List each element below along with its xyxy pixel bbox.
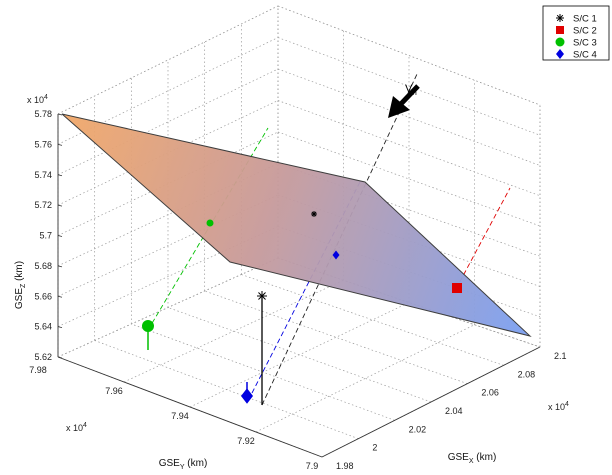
tick-label-y: 7.94 xyxy=(171,411,189,421)
tick-label-x: 2.08 xyxy=(518,369,536,379)
tick-label-z: 5.76 xyxy=(34,139,52,149)
grid-line-z xyxy=(57,131,279,236)
tick-label-z: 5.64 xyxy=(34,322,52,332)
axis-label-y: GSEY (km) xyxy=(159,458,208,471)
tick-label-z: 5.78 xyxy=(34,109,52,119)
axis-label-z: GSEZ (km) xyxy=(14,261,27,309)
marker-sc3-projected xyxy=(206,219,214,227)
legend-marker-diamond xyxy=(556,49,564,59)
grid-line-x-floor xyxy=(204,290,468,384)
grid-line-y-floor xyxy=(189,302,410,408)
grid-line-z xyxy=(277,37,541,136)
velocity-annotation: Vn xyxy=(388,83,420,118)
tick-label-z: 5.74 xyxy=(34,170,52,180)
axis-label-x: GSEX (km) xyxy=(448,452,497,465)
legend-box xyxy=(542,5,610,61)
tick-label-y: 7.9 xyxy=(306,461,319,471)
tick-label-y: 7.98 xyxy=(29,365,47,375)
grid-line-y-floor xyxy=(255,324,475,433)
marker-sc1 xyxy=(257,291,267,301)
tick-label-z: 5.72 xyxy=(34,200,52,210)
tick-label-x: 2.06 xyxy=(481,388,499,398)
axis-tick-labels: 5.62 5.64 5.66 5.68 5.7 5.72 5.74 5.76 5.78 7.98 7… xyxy=(14,94,569,471)
multiplier-z: x 104 xyxy=(27,94,48,105)
multiplier-x: x 104 xyxy=(548,401,569,412)
tick-label-x: 2.04 xyxy=(445,406,463,416)
tick-mark-z xyxy=(57,265,63,268)
tick-label-x: 2 xyxy=(372,443,377,453)
legend: S/C 1S/C 2S/C 3S/C 4 xyxy=(542,5,610,61)
tick-mark-z xyxy=(57,174,63,177)
box-edge xyxy=(57,5,279,115)
tick-label-x: 2.02 xyxy=(409,424,427,434)
tick-label-x: 2.1 xyxy=(554,351,567,361)
projection-line-sc2 xyxy=(455,187,511,290)
marker-sc1-projected xyxy=(311,211,317,217)
tick-label-y: 7.96 xyxy=(105,386,123,396)
spacecraft-markers xyxy=(142,211,462,404)
legend-marker-asterisk xyxy=(556,14,564,22)
tick-mark-z xyxy=(57,113,63,116)
axes-layer xyxy=(57,5,541,458)
tick-label-z: 5.62 xyxy=(34,352,52,362)
boundary-plane xyxy=(61,113,532,337)
vn-label: Vn xyxy=(405,83,417,97)
vn-arrow-head xyxy=(388,96,410,118)
box-edge xyxy=(277,5,541,106)
projection-lines-front xyxy=(147,298,263,405)
legend-marker-circle xyxy=(555,37,565,47)
grid-line-x-floor xyxy=(167,307,432,403)
projection-line-sc1 xyxy=(261,71,419,406)
tick-mark-z xyxy=(57,235,63,237)
legend-entry-label: S/C 1 xyxy=(573,14,597,25)
grid-line-x-floor xyxy=(131,323,395,421)
legend-entry-label: S/C 3 xyxy=(573,38,597,49)
axis-y-line xyxy=(57,356,323,458)
marker-sc2 xyxy=(452,283,462,293)
tick-mark-z xyxy=(57,356,63,359)
legend-entry-label: S/C 4 xyxy=(573,50,597,61)
tick-mark-z xyxy=(57,204,63,207)
axis-x-line xyxy=(321,346,541,458)
grid-line-y-floor xyxy=(123,279,344,383)
tick-mark-z xyxy=(57,326,63,329)
tick-label-z: 5.66 xyxy=(34,291,52,301)
marker-sc4-projected xyxy=(332,250,340,260)
tick-label-z: 5.7 xyxy=(39,231,52,241)
grid-line-z xyxy=(57,68,279,176)
multiplier-y: x 104 xyxy=(66,422,87,433)
marker-sc4 xyxy=(241,388,253,404)
tick-label-z: 5.68 xyxy=(34,261,52,271)
box-edge xyxy=(57,257,279,358)
tick-label-y: 7.92 xyxy=(237,436,255,446)
tick-label-x: 1.98 xyxy=(336,461,354,471)
grid-line-x-floor xyxy=(94,340,359,439)
grid-line-z xyxy=(277,100,541,197)
legend-entry-label: S/C 2 xyxy=(573,26,597,37)
legend-marker-square xyxy=(556,26,564,34)
grid-line-z xyxy=(277,68,541,166)
tick-mark-z xyxy=(57,143,63,146)
marker-sc3 xyxy=(142,320,154,332)
tick-mark-z xyxy=(57,295,63,298)
